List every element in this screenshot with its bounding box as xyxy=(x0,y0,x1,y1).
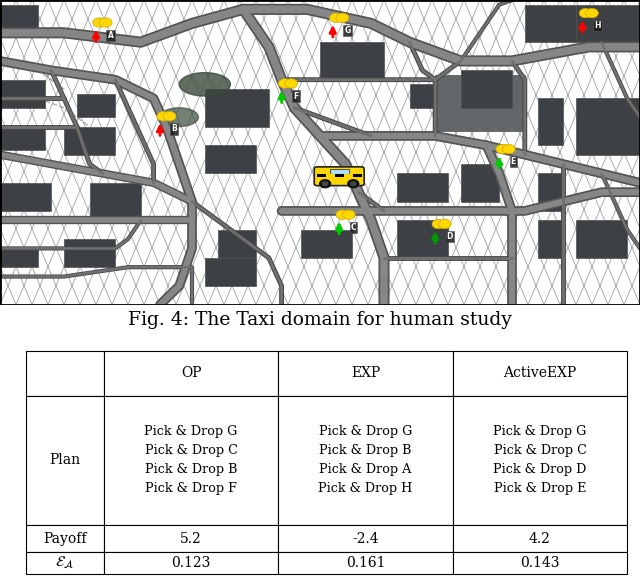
Bar xyxy=(538,99,563,146)
Circle shape xyxy=(502,144,515,154)
Bar xyxy=(205,89,269,127)
Bar xyxy=(538,173,563,211)
Text: H: H xyxy=(594,21,600,31)
Bar xyxy=(104,552,278,574)
Bar xyxy=(335,174,344,177)
Bar xyxy=(452,525,627,552)
Bar xyxy=(64,239,115,267)
Circle shape xyxy=(336,13,349,22)
Text: Pick & Drop G
Pick & Drop B
Pick & Drop A
Pick & Drop H: Pick & Drop G Pick & Drop B Pick & Drop … xyxy=(318,426,413,495)
Bar xyxy=(452,396,627,525)
Text: Fig. 4: The Taxi domain for human study: Fig. 4: The Taxi domain for human study xyxy=(128,311,512,329)
Text: ActiveEXP: ActiveEXP xyxy=(503,366,577,380)
Bar xyxy=(435,75,525,131)
Bar xyxy=(452,552,627,574)
Ellipse shape xyxy=(179,73,230,96)
Bar xyxy=(576,5,640,42)
Text: EXP: EXP xyxy=(351,366,380,380)
Circle shape xyxy=(351,182,356,185)
Bar xyxy=(218,230,256,258)
Ellipse shape xyxy=(160,108,198,127)
Circle shape xyxy=(99,18,112,27)
Bar xyxy=(525,5,576,42)
Text: -2.4: -2.4 xyxy=(352,532,379,545)
Bar xyxy=(353,174,362,177)
Bar xyxy=(0,248,38,267)
Text: Plan: Plan xyxy=(49,453,80,467)
Bar xyxy=(26,396,104,525)
Circle shape xyxy=(157,112,170,121)
Bar xyxy=(26,552,104,574)
Text: F: F xyxy=(293,92,298,100)
Text: 4.2: 4.2 xyxy=(529,532,551,545)
Bar xyxy=(461,164,499,201)
Circle shape xyxy=(320,180,331,188)
Text: Pick & Drop G
Pick & Drop C
Pick & Drop B
Pick & Drop F: Pick & Drop G Pick & Drop C Pick & Drop … xyxy=(145,426,237,495)
Circle shape xyxy=(336,210,349,220)
Text: 0.123: 0.123 xyxy=(172,556,211,570)
Bar xyxy=(410,85,435,108)
Circle shape xyxy=(438,220,451,229)
Bar xyxy=(576,99,640,155)
Circle shape xyxy=(278,79,291,88)
Circle shape xyxy=(348,180,359,188)
Bar xyxy=(64,127,115,155)
Text: B: B xyxy=(172,124,177,133)
Bar xyxy=(344,174,353,177)
Text: A: A xyxy=(108,31,113,40)
Text: $\mathcal{E}_\mathcal{A}$: $\mathcal{E}_\mathcal{A}$ xyxy=(55,555,74,571)
Bar xyxy=(104,396,278,525)
Text: 5.2: 5.2 xyxy=(180,532,202,545)
Bar xyxy=(0,127,45,150)
Bar xyxy=(301,230,352,258)
Circle shape xyxy=(342,210,355,220)
Bar xyxy=(278,525,452,552)
Bar xyxy=(278,396,452,525)
Circle shape xyxy=(163,112,176,121)
Text: E: E xyxy=(511,157,516,166)
Text: 0.143: 0.143 xyxy=(520,556,560,570)
Bar xyxy=(26,351,104,396)
Bar xyxy=(0,80,45,108)
Bar xyxy=(278,351,452,396)
Bar xyxy=(317,174,326,177)
Circle shape xyxy=(323,182,328,185)
Bar xyxy=(77,94,115,117)
Bar xyxy=(0,5,38,33)
Circle shape xyxy=(93,18,106,27)
Bar xyxy=(452,351,627,396)
Bar xyxy=(538,220,563,258)
Circle shape xyxy=(496,144,509,154)
Circle shape xyxy=(285,79,298,88)
Circle shape xyxy=(330,13,342,22)
Bar xyxy=(26,525,104,552)
Circle shape xyxy=(586,8,598,18)
Text: G: G xyxy=(344,26,351,35)
Bar xyxy=(90,183,141,215)
Bar xyxy=(205,258,256,286)
FancyBboxPatch shape xyxy=(314,167,364,185)
Bar xyxy=(397,173,448,201)
Circle shape xyxy=(579,8,592,18)
Bar xyxy=(461,70,512,108)
Bar xyxy=(278,552,452,574)
Bar xyxy=(320,42,384,80)
Bar xyxy=(576,220,627,258)
Bar xyxy=(0,183,51,211)
Bar xyxy=(104,351,278,396)
Bar xyxy=(104,525,278,552)
Text: C: C xyxy=(351,223,356,232)
Text: Pick & Drop G
Pick & Drop C
Pick & Drop D
Pick & Drop E: Pick & Drop G Pick & Drop C Pick & Drop … xyxy=(493,426,587,495)
Text: D: D xyxy=(447,232,453,241)
Text: Payoff: Payoff xyxy=(43,532,86,545)
Bar xyxy=(205,146,256,173)
Circle shape xyxy=(432,220,445,229)
Bar xyxy=(326,174,335,177)
Bar xyxy=(397,220,448,258)
Text: OP: OP xyxy=(180,366,202,380)
Bar xyxy=(330,168,349,176)
Text: 0.161: 0.161 xyxy=(346,556,385,570)
